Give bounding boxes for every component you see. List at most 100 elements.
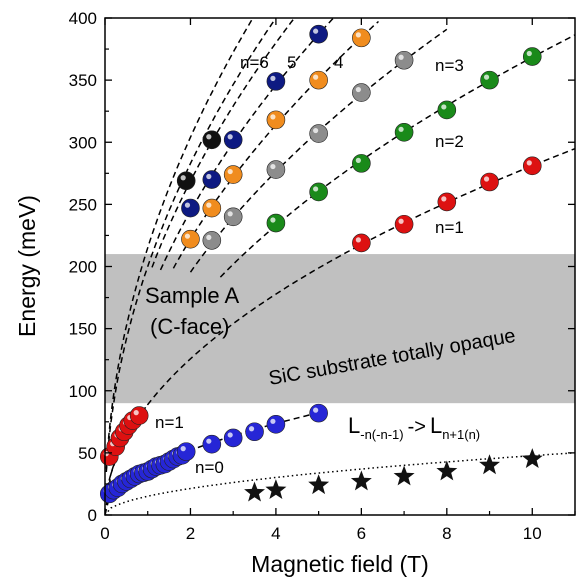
circle-marker bbox=[129, 406, 149, 425]
circle-marker bbox=[223, 165, 243, 184]
circle-marker bbox=[202, 231, 222, 250]
circle-marker bbox=[223, 207, 243, 227]
marker-highlight bbox=[270, 114, 276, 120]
label-n4: 4 bbox=[334, 53, 343, 72]
label-n1-high: n=1 bbox=[435, 218, 464, 237]
marker-highlight bbox=[355, 237, 361, 243]
circle-marker bbox=[223, 428, 243, 448]
star-marker bbox=[244, 481, 265, 502]
fit-curve bbox=[105, 18, 277, 473]
star-marker bbox=[350, 470, 372, 491]
marker-highlight bbox=[206, 438, 212, 444]
circle-marker bbox=[480, 70, 499, 90]
star-marker bbox=[393, 465, 415, 486]
circle-marker bbox=[266, 72, 286, 91]
circle-marker bbox=[176, 442, 196, 461]
marker-highlight bbox=[313, 127, 319, 134]
y-tick-label: 150 bbox=[69, 320, 97, 339]
circle-marker bbox=[394, 214, 414, 234]
marker-highlight bbox=[180, 175, 186, 181]
marker-highlight bbox=[355, 157, 361, 163]
star-marker bbox=[265, 479, 287, 499]
y-tick-label: 300 bbox=[69, 133, 97, 152]
circle-marker bbox=[266, 110, 286, 130]
circle-marker bbox=[309, 124, 328, 143]
circle-marker bbox=[522, 47, 542, 66]
label-n2: n=2 bbox=[435, 132, 464, 151]
opaque-band bbox=[105, 254, 575, 404]
sample-label: Sample A bbox=[145, 283, 239, 308]
star-marker bbox=[436, 460, 458, 481]
marker-highlight bbox=[398, 126, 404, 132]
x-tick-label: 4 bbox=[271, 524, 280, 543]
y-tick-label: 200 bbox=[69, 258, 97, 277]
fit-curve bbox=[105, 147, 575, 515]
star-marker bbox=[308, 474, 330, 495]
marker-highlight bbox=[270, 75, 276, 81]
circle-marker bbox=[181, 229, 200, 249]
marker-highlight bbox=[133, 410, 139, 416]
circle-marker bbox=[202, 130, 222, 150]
marker-highlight bbox=[227, 211, 233, 217]
y-tick-label: 0 bbox=[88, 506, 97, 525]
y-tick-label: 350 bbox=[69, 71, 97, 90]
x-tick-label: 8 bbox=[442, 524, 451, 543]
circle-marker bbox=[352, 154, 371, 173]
marker-highlight bbox=[483, 176, 490, 182]
marker-highlight bbox=[483, 74, 490, 80]
marker-highlight bbox=[227, 432, 233, 438]
y-tick-label: 250 bbox=[69, 195, 97, 214]
circle-marker bbox=[309, 182, 328, 202]
circle-marker bbox=[176, 171, 196, 191]
marker-highlight bbox=[398, 54, 404, 60]
y-tick-label: 400 bbox=[69, 9, 97, 28]
circle-marker bbox=[266, 213, 286, 233]
circle-marker bbox=[437, 100, 457, 120]
marker-highlight bbox=[270, 163, 276, 170]
circle-marker bbox=[223, 130, 243, 150]
circle-marker bbox=[266, 160, 286, 179]
marker-highlight bbox=[313, 74, 319, 80]
label-n6: n=6 bbox=[240, 53, 269, 72]
x-tick-label: 6 bbox=[357, 524, 366, 543]
circle-marker bbox=[480, 172, 499, 192]
marker-highlight bbox=[206, 134, 212, 140]
marker-highlight bbox=[441, 196, 447, 202]
marker-highlight bbox=[206, 173, 212, 180]
fit-curve bbox=[151, 18, 296, 268]
fit-curve bbox=[219, 34, 575, 278]
marker-highlight bbox=[441, 104, 447, 110]
marker-highlight bbox=[227, 168, 233, 175]
circle-marker bbox=[352, 28, 371, 48]
marker-highlight bbox=[355, 86, 361, 93]
fit-curve bbox=[105, 18, 254, 469]
fit-curve bbox=[159, 18, 335, 271]
marker-highlight bbox=[227, 134, 233, 140]
marker-highlight bbox=[313, 186, 319, 192]
y-tick-label: 50 bbox=[78, 444, 97, 463]
marker-highlight bbox=[313, 28, 319, 34]
marker-highlight bbox=[180, 446, 186, 452]
x-tick-label: 10 bbox=[523, 524, 542, 543]
circle-marker bbox=[309, 403, 328, 423]
marker-highlight bbox=[398, 218, 404, 224]
marker-highlight bbox=[270, 217, 276, 223]
marker-highlight bbox=[313, 407, 319, 413]
circle-marker bbox=[352, 83, 371, 102]
marker-highlight bbox=[206, 202, 212, 208]
circle-marker bbox=[309, 70, 328, 90]
label-n3: n=3 bbox=[435, 56, 464, 75]
circle-marker bbox=[352, 233, 371, 253]
face-label: (C-face) bbox=[150, 314, 229, 339]
label-n0: n=0 bbox=[195, 458, 224, 477]
data-markers bbox=[99, 24, 543, 504]
marker-highlight bbox=[355, 32, 361, 38]
star-marker bbox=[479, 454, 500, 475]
circle-marker bbox=[202, 198, 222, 218]
label-n1-low: n=1 bbox=[155, 413, 184, 432]
x-axis-title: Magnetic field (T) bbox=[251, 551, 429, 577]
circle-marker bbox=[202, 434, 222, 454]
marker-highlight bbox=[526, 50, 532, 57]
x-tick-label: 0 bbox=[100, 524, 109, 543]
